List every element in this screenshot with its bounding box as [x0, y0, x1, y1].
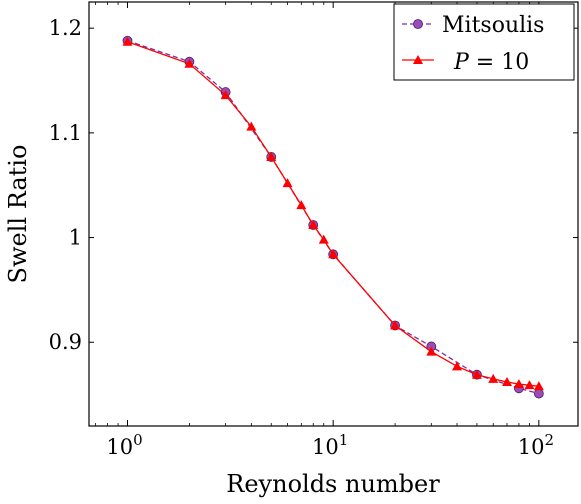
- series-layer: [122, 35, 544, 399]
- legend-box: [393, 3, 575, 81]
- x-axis-label: Reynolds number: [226, 470, 440, 498]
- data-point-p10: [308, 219, 319, 229]
- data-point-p10: [296, 200, 307, 210]
- data-point-p10: [246, 121, 257, 131]
- x-tick-label: 100: [106, 431, 142, 459]
- legend: Mitsoulis P = 10: [393, 3, 575, 81]
- data-point-p10: [524, 380, 535, 390]
- data-point-p10: [533, 381, 544, 391]
- y-tick-label: 1.2: [49, 16, 82, 40]
- x-tick-label: 102: [518, 431, 554, 459]
- x-tick-label-exponent: 1: [339, 431, 349, 449]
- legend-label-p10: P = 10: [453, 50, 529, 75]
- series-line-1: [127, 41, 539, 387]
- data-point-p10: [390, 320, 401, 330]
- data-point-p10: [282, 178, 293, 188]
- data-point-p10: [513, 379, 524, 389]
- data-point-p10: [426, 346, 437, 356]
- x-tick-label-exponent: 0: [133, 431, 143, 449]
- y-axis-label: Swell Ratio: [4, 145, 32, 284]
- x-tick-label-exponent: 2: [544, 431, 554, 449]
- data-point-p10: [328, 249, 339, 259]
- legend-label-mitsoulis: Mitsoulis: [442, 13, 544, 38]
- data-point-p10: [501, 377, 512, 387]
- data-point-p10: [471, 369, 482, 379]
- x-tick-label-base: 10: [518, 435, 545, 459]
- x-tick-label: 101: [312, 431, 348, 459]
- data-point-p10: [318, 234, 329, 244]
- y-tick-label: 1: [69, 226, 82, 250]
- legend-label-p10-value: = 10: [469, 50, 529, 75]
- legend-label-p10-symbol: P: [453, 50, 470, 75]
- data-point-p10: [266, 151, 277, 161]
- data-point-p10: [220, 90, 231, 100]
- y-tick-label: 0.9: [49, 330, 82, 354]
- data-point-p10: [122, 36, 133, 46]
- legend-marker-p10: [413, 55, 423, 64]
- y-tick-label: 1.1: [49, 121, 82, 145]
- x-tick-label-base: 10: [312, 435, 339, 459]
- series-line-0: [127, 40, 540, 395]
- data-point-p10: [184, 58, 195, 68]
- data-point-mitsoulis: [533, 388, 544, 399]
- x-tick-label-base: 10: [106, 435, 133, 459]
- data-point-p10: [452, 361, 463, 371]
- legend-marker-mitsoulis: [413, 19, 423, 29]
- data-point-p10: [488, 373, 499, 383]
